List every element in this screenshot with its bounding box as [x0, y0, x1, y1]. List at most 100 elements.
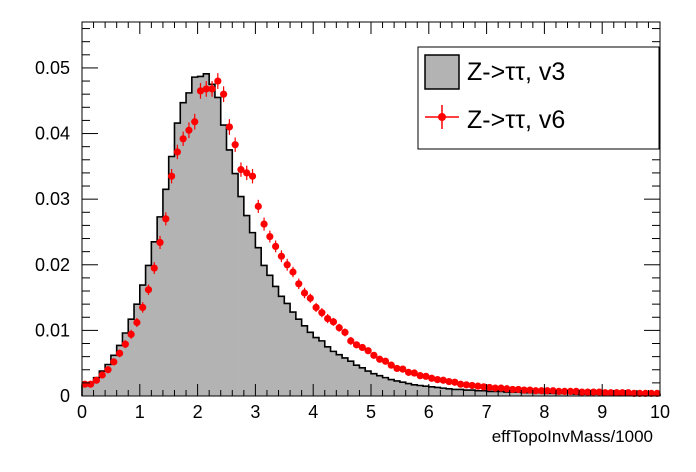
histogram-bar	[301, 325, 308, 396]
legend: Z->ττ, v3 Z->ττ, v6	[417, 46, 660, 150]
histogram-bar	[313, 337, 320, 396]
histogram-bar	[272, 286, 279, 396]
data-point	[653, 389, 661, 397]
data-point	[497, 384, 505, 392]
data-point	[636, 389, 644, 397]
histogram-bar	[376, 375, 383, 396]
data-point	[428, 374, 436, 382]
data-point	[231, 141, 239, 149]
histogram-bar	[278, 296, 285, 396]
data-point	[381, 357, 390, 365]
data-point	[601, 389, 609, 397]
histogram-bar	[249, 232, 256, 396]
data-point	[445, 377, 453, 386]
x-tick-label: 9	[597, 402, 607, 422]
data-point	[624, 389, 632, 397]
data-point	[167, 172, 176, 180]
y-tick-label: 0.02	[35, 255, 70, 275]
data-point	[196, 87, 205, 95]
histogram-bar	[105, 364, 112, 396]
data-point	[324, 314, 332, 323]
histogram-bar	[93, 377, 100, 396]
histogram-bar	[527, 392, 534, 396]
y-tick-label: 0.05	[35, 58, 70, 78]
x-tick-label: 4	[308, 402, 318, 422]
data-point	[509, 385, 517, 394]
histogram-bar	[266, 275, 274, 396]
data-point	[208, 85, 216, 93]
data-point	[537, 387, 546, 395]
data-point	[318, 309, 326, 317]
histogram-bar	[128, 319, 135, 396]
histogram-bar	[151, 241, 158, 396]
histogram-bar	[116, 345, 123, 396]
histogram-bar	[145, 265, 152, 396]
histogram-bar	[434, 387, 441, 396]
data-point	[416, 372, 424, 380]
histogram-layer	[81, 73, 661, 397]
histogram-bar	[423, 386, 430, 396]
histogram-bar	[336, 354, 343, 396]
data-point	[468, 381, 476, 390]
data-point	[156, 238, 164, 247]
legend-label-v3: Z->ττ, v3	[467, 58, 565, 86]
histogram-bar	[330, 351, 337, 396]
data-point	[370, 351, 378, 359]
histogram-bar	[440, 388, 447, 396]
histogram-bar	[457, 389, 464, 396]
histogram-bar	[353, 365, 360, 396]
histogram-bar	[469, 390, 476, 396]
data-point	[566, 387, 575, 396]
data-point	[532, 387, 540, 395]
data-point	[237, 166, 245, 174]
x-tick-label: 0	[77, 402, 87, 422]
data-point	[572, 387, 580, 396]
x-tick-label: 1	[135, 402, 145, 422]
data-point	[526, 386, 534, 394]
histogram-bar	[157, 216, 164, 396]
histogram-bar	[318, 340, 326, 396]
histogram-bar	[475, 390, 482, 396]
histogram-bar	[503, 392, 511, 396]
histogram-bar	[347, 361, 354, 396]
histogram-bar	[290, 312, 297, 396]
histogram-bar	[515, 392, 522, 396]
histogram-bar	[82, 385, 89, 396]
histogram-bar	[243, 215, 250, 396]
data-point	[462, 381, 470, 389]
data-point	[248, 172, 257, 180]
histogram-bar	[238, 196, 245, 396]
histogram-bar	[573, 394, 580, 396]
histogram-bar	[411, 384, 418, 396]
histogram-bar	[463, 390, 470, 396]
legend-marker-v6	[438, 113, 446, 121]
data-point	[104, 366, 112, 374]
histogram-bar	[191, 77, 198, 397]
histogram-bar	[405, 383, 412, 396]
histogram-bar	[538, 392, 545, 396]
y-tick-label: 0	[60, 386, 70, 406]
histogram-bar	[110, 355, 117, 396]
data-point	[295, 280, 303, 288]
data-point	[514, 385, 522, 394]
data-point	[202, 85, 210, 93]
histogram-bar	[359, 367, 366, 396]
data-point	[300, 289, 309, 297]
data-point	[589, 388, 598, 396]
data-point	[277, 252, 286, 260]
data-point	[335, 324, 343, 332]
data-point	[641, 389, 650, 397]
data-point	[549, 387, 557, 395]
data-point	[358, 343, 366, 352]
histogram-bar	[255, 247, 262, 396]
histogram-bar	[324, 346, 331, 396]
data-point	[144, 286, 153, 294]
histogram-bar	[180, 102, 187, 396]
data-point	[266, 232, 274, 241]
histogram-bar	[232, 173, 239, 396]
legend-label-v6: Z->ττ, v6	[467, 106, 565, 134]
histogram-bar	[186, 92, 193, 396]
data-point	[139, 303, 147, 312]
data-point	[121, 340, 129, 348]
data-point	[503, 385, 511, 393]
